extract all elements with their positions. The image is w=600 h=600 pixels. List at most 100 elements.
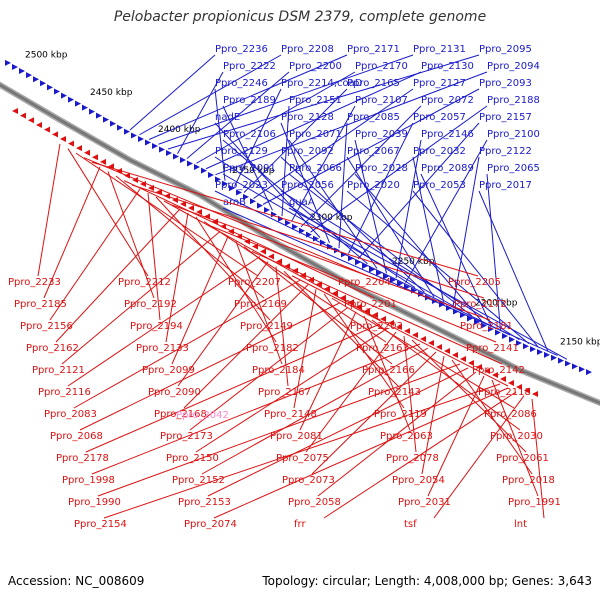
reverse-gene-label: Ppro_2054 [392, 475, 445, 486]
reverse-label-leader [211, 226, 497, 343]
figure-title: Pelobacter propionicus DSM 2379, complet… [113, 9, 487, 25]
forward-gene-label: Ppro_2066 [289, 163, 342, 174]
forward-gene-arrow [138, 136, 144, 142]
forward-gene-arrow [229, 185, 235, 192]
reverse-gene-arrow [276, 258, 282, 265]
forward-gene-arrow [383, 273, 389, 280]
reverse-gene-arrow [28, 117, 34, 124]
kbp-tick-label: 2400 kbp [158, 125, 201, 135]
reverse-gene-label: Ppro_2205 [448, 277, 501, 288]
reverse-gene-label: Ppro_2073 [282, 475, 335, 486]
reverse-label-leader [421, 355, 445, 475]
forward-gene-arrow [131, 132, 137, 139]
forward-gene-label: Ppro_2165 [347, 78, 400, 89]
forward-gene-label: Ppro_2067 [347, 146, 400, 157]
forward-label-leader [214, 122, 321, 238]
reverse-gene-label: Ppro_2099 [142, 365, 195, 376]
kbp-tick-label: 2500 kbp [25, 51, 68, 61]
reverse-label-leader [363, 315, 411, 431]
reverse-label-leader [275, 266, 289, 387]
forward-gene-label: Ppro_2127 [413, 78, 466, 89]
forward-gene-arrow [544, 351, 550, 358]
reverse-gene-label: Ppro_2207 [228, 277, 281, 288]
reverse-gene-label: Ppro_2162 [26, 343, 79, 354]
reverse-label-leader [491, 379, 539, 497]
forward-gene-arrow [208, 172, 214, 178]
reverse-label-leader [293, 289, 317, 409]
forward-gene-label: Ppro_2208 [281, 44, 334, 55]
reverse-gene-arrow [452, 352, 458, 358]
reverse-gene-arrow [516, 384, 522, 390]
forward-gene-arrow [145, 139, 151, 146]
reverse-label-leader [43, 166, 101, 299]
reverse-gene-label: Ppro_2168 [154, 409, 207, 420]
forward-label-leader [280, 190, 520, 341]
reverse-gene-arrow [412, 332, 418, 338]
forward-gene-label: Ppro_2020 [347, 180, 400, 191]
forward-gene-label: Ppro_2085 [347, 112, 400, 123]
forward-gene-label: Ppro_2039 [355, 129, 408, 140]
forward-gene-arrow [180, 157, 186, 163]
reverse-gene-label: frr [294, 519, 306, 530]
reverse-label-leader [103, 383, 501, 519]
forward-label-leader [348, 122, 414, 254]
forward-gene-arrow [488, 326, 494, 332]
forward-gene-arrow [474, 319, 480, 325]
forward-gene-label: Ppro_2246 [215, 78, 268, 89]
reverse-label-leader [85, 323, 381, 453]
reverse-label-leader [123, 180, 375, 299]
forward-label-leader [214, 88, 226, 181]
forward-gene-arrow [152, 143, 158, 149]
forward-gene-arrow [61, 92, 67, 99]
reverse-gene-label: Ppro_2150 [166, 453, 219, 464]
forward-label-leader [310, 105, 488, 233]
forward-label-leader [478, 190, 549, 352]
reverse-gene-label: Ppro_2204 [338, 277, 391, 288]
forward-label-leader [215, 71, 488, 176]
forward-label-leader [214, 190, 511, 336]
forward-gene-arrow [390, 277, 396, 283]
forward-gene-arrow [362, 263, 368, 269]
forward-gene-arrow [96, 112, 102, 119]
forward-gene-label: Ppro_2188 [487, 95, 540, 106]
forward-label-leader [412, 190, 539, 348]
forward-gene-label: Ppro_2065 [487, 163, 540, 174]
reverse-gene-arrow [132, 177, 138, 183]
reverse-gene-label: Ppro_2152 [172, 475, 225, 486]
reverse-gene-arrow [356, 303, 362, 310]
reverse-gene-arrow [396, 324, 402, 330]
forward-gene-label: Ppro_2107 [355, 95, 408, 106]
reverse-gene-arrow [404, 328, 410, 334]
forward-gene-arrow [117, 124, 123, 131]
forward-gene-arrow [495, 329, 501, 336]
forward-gene-label: Ppro_2214,coaD [281, 78, 363, 89]
forward-label-leader [280, 156, 425, 293]
forward-gene-label: Ppro_2057 [413, 112, 466, 123]
forward-gene-arrow [47, 84, 53, 91]
reverse-gene-label: lnt [514, 519, 527, 530]
reverse-label-leader [311, 351, 437, 475]
forward-gene-arrow [264, 207, 270, 213]
reverse-gene-arrow [364, 308, 370, 314]
forward-gene-arrow [222, 180, 228, 187]
reverse-gene-label: Ppro_2169 [234, 299, 287, 310]
forward-gene-arrow [285, 219, 291, 226]
forward-gene-label: Ppro_2146 [421, 129, 474, 140]
reverse-gene-label: Ppro_2118 [478, 387, 531, 398]
reverse-gene-label: Ppro_2063 [380, 431, 433, 442]
reverse-label-leader [79, 302, 341, 431]
forward-gene-arrow [173, 153, 179, 160]
reverse-gene-label: Ppro_2233 [8, 277, 61, 288]
reverse-gene-arrow [20, 112, 26, 119]
reverse-gene-label: Ppro_2184 [252, 365, 305, 376]
reverse-gene-label: Ppro_2141 [466, 343, 519, 354]
forward-gene-arrow [89, 108, 95, 115]
forward-gene-arrow [243, 193, 249, 200]
forward-gene-arrow [509, 336, 515, 343]
reverse-gene-label: Ppro_2142 [472, 365, 525, 376]
forward-gene-arrow [124, 128, 130, 135]
reverse-label-leader [183, 284, 309, 409]
reverse-gene-arrow [180, 201, 186, 207]
forward-gene-arrow [467, 315, 473, 322]
forward-gene-label: Ppro_2017 [479, 180, 532, 191]
